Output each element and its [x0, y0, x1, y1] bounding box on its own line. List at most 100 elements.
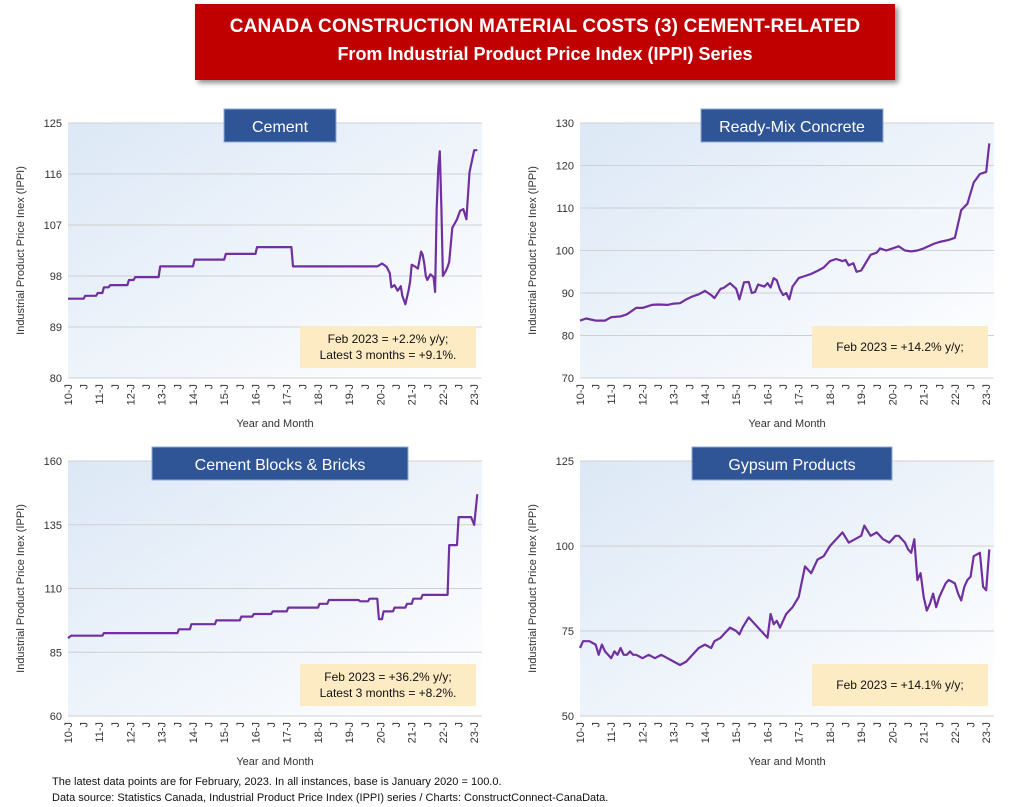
c1-y-tick-label: 70 [562, 373, 574, 385]
c3-x-tick-label: J [653, 722, 665, 728]
c0-x-tick-label: J [391, 384, 403, 390]
c1-x-tick-label: 11-J [606, 384, 618, 405]
c2-x-tick-label: 12-J [125, 722, 137, 743]
c0-x-tick-label: 15-J [219, 384, 231, 405]
c2-annotation-text: Latest 3 months = +8.2%. [320, 686, 457, 700]
c3-y-tick-label: 125 [556, 456, 574, 468]
c3-x-tick-label: J [934, 722, 946, 728]
c0-x-tick-label: J [422, 384, 434, 390]
c0-x-tick-label: J [266, 384, 278, 390]
c0-title: Cement [252, 119, 309, 136]
c0-x-tick-label: J [297, 384, 309, 390]
c3-x-tick-label: 11-J [606, 722, 618, 743]
c2-x-tick-label: J [110, 722, 122, 728]
c2-annotation-box [300, 664, 476, 706]
c1-x-tick-label: 19-J [856, 384, 868, 405]
c2-y-tick-label: 60 [50, 711, 62, 723]
c2-x-tick-label: 23-J [469, 722, 481, 743]
c0-y-tick-label: 89 [50, 322, 62, 334]
c1-x-tick-label: 16-J [762, 384, 774, 405]
c3-x-tick-label: 13-J [669, 722, 681, 743]
c3-x-tick-label: J [622, 722, 634, 728]
c2-x-tick-label: J [204, 722, 216, 728]
c2-x-tick-label: 22-J [438, 722, 450, 743]
c3-x-tick-label: 20-J [887, 722, 899, 743]
c0-annotation-text: Latest 3 months = +9.1%. [320, 348, 457, 362]
c3-x-tick-label: 14-J [700, 722, 712, 743]
c3-x-tick-label: 18-J [825, 722, 837, 743]
c0-x-tick-label: 11-J [94, 384, 106, 405]
c3-x-tick-label: 22-J [950, 722, 962, 743]
c2-x-tick-label: J [360, 722, 372, 728]
c0-y-tick-label: 116 [44, 169, 62, 181]
c3-x-axis-label: Year and Month [748, 756, 825, 768]
c3-y-tick-label: 75 [562, 626, 574, 638]
c3-x-tick-label: 21-J [919, 722, 931, 743]
c0-x-tick-label: 13-J [157, 384, 169, 405]
c0-y-tick-label: 107 [44, 220, 62, 232]
c2-x-tick-label: 19-J [344, 722, 356, 743]
c3-x-tick-label: J [716, 722, 728, 728]
c0-x-tick-label: 20-J [375, 384, 387, 405]
c3-y-axis-label: Industrial Product Price Inex (IPPI) [527, 504, 539, 673]
c0-x-tick-label: 21-J [407, 384, 419, 405]
c1-x-tick-label: J [966, 384, 978, 390]
c2-title-box [151, 446, 409, 481]
c1-x-tick-label: J [716, 384, 728, 390]
c3-series-line [578, 524, 991, 667]
c0-annotation-text: Feb 2023 = +2.2% y/y; [328, 332, 449, 346]
c0-x-tick-label: J [360, 384, 372, 390]
c1-x-tick-label: J [653, 384, 665, 390]
c0-annotation-box [300, 326, 476, 368]
c2-x-tick-label: 13-J [157, 722, 169, 743]
c3-x-tick-label: 23-J [981, 722, 993, 743]
c1-x-tick-label: 21-J [919, 384, 931, 405]
c3-x-tick-label: J [966, 722, 978, 728]
c3-x-tick-label: 19-J [856, 722, 868, 743]
c1-x-tick-label: J [622, 384, 634, 390]
c0-x-tick-label: 18-J [313, 384, 325, 405]
c2-x-tick-label: J [297, 722, 309, 728]
c2-title: Cement Blocks & Bricks [195, 457, 366, 474]
c1-x-tick-label: 12-J [637, 384, 649, 405]
c3-x-tick-label: J [591, 722, 603, 728]
c0-y-tick-label: 80 [50, 373, 62, 385]
c2-x-tick-label: J [266, 722, 278, 728]
c2-x-tick-label: 17-J [282, 722, 294, 743]
c0-x-tick-label: J [329, 384, 341, 390]
c0-x-tick-label: 23-J [469, 384, 481, 405]
c1-x-tick-label: 18-J [825, 384, 837, 405]
c1-annotation-text: Feb 2023 = +14.2% y/y; [836, 340, 963, 354]
c1-annotation-box [812, 326, 988, 368]
c0-x-tick-label: J [172, 384, 184, 390]
c3-title-box [691, 446, 893, 481]
c1-x-tick-label: J [591, 384, 603, 390]
c2-x-tick-label: 14-J [188, 722, 200, 743]
banner-subtitle: From Industrial Product Price Index (IPP… [337, 44, 753, 64]
c1-x-tick-label: J [747, 384, 759, 390]
banner-title: CANADA CONSTRUCTION MATERIAL COSTS (3) C… [229, 16, 861, 37]
c1-x-tick-label: J [841, 384, 853, 390]
c0-x-tick-label: 10-J [63, 384, 75, 405]
c1-x-tick-label: 13-J [669, 384, 681, 405]
c2-x-tick-label: J [235, 722, 247, 728]
c3-x-tick-label: J [903, 722, 915, 728]
c1-x-tick-label: 23-J [981, 384, 993, 405]
c0-y-tick-label: 98 [50, 271, 62, 283]
c2-x-tick-label: J [79, 722, 91, 728]
c3-x-tick-label: 12-J [637, 722, 649, 743]
c2-x-tick-label: J [141, 722, 153, 728]
c3-x-tick-label: 17-J [794, 722, 806, 743]
c2-y-tick-label: 135 [44, 520, 62, 532]
c1-x-tick-label: J [934, 384, 946, 390]
c1-title-box [700, 108, 884, 143]
c0-x-tick-label: 14-J [188, 384, 200, 405]
c3-y-tick-label: 100 [556, 541, 574, 553]
c3-x-tick-label: J [841, 722, 853, 728]
c1-x-tick-label: J [903, 384, 915, 390]
c2-x-tick-label: 11-J [94, 722, 106, 743]
